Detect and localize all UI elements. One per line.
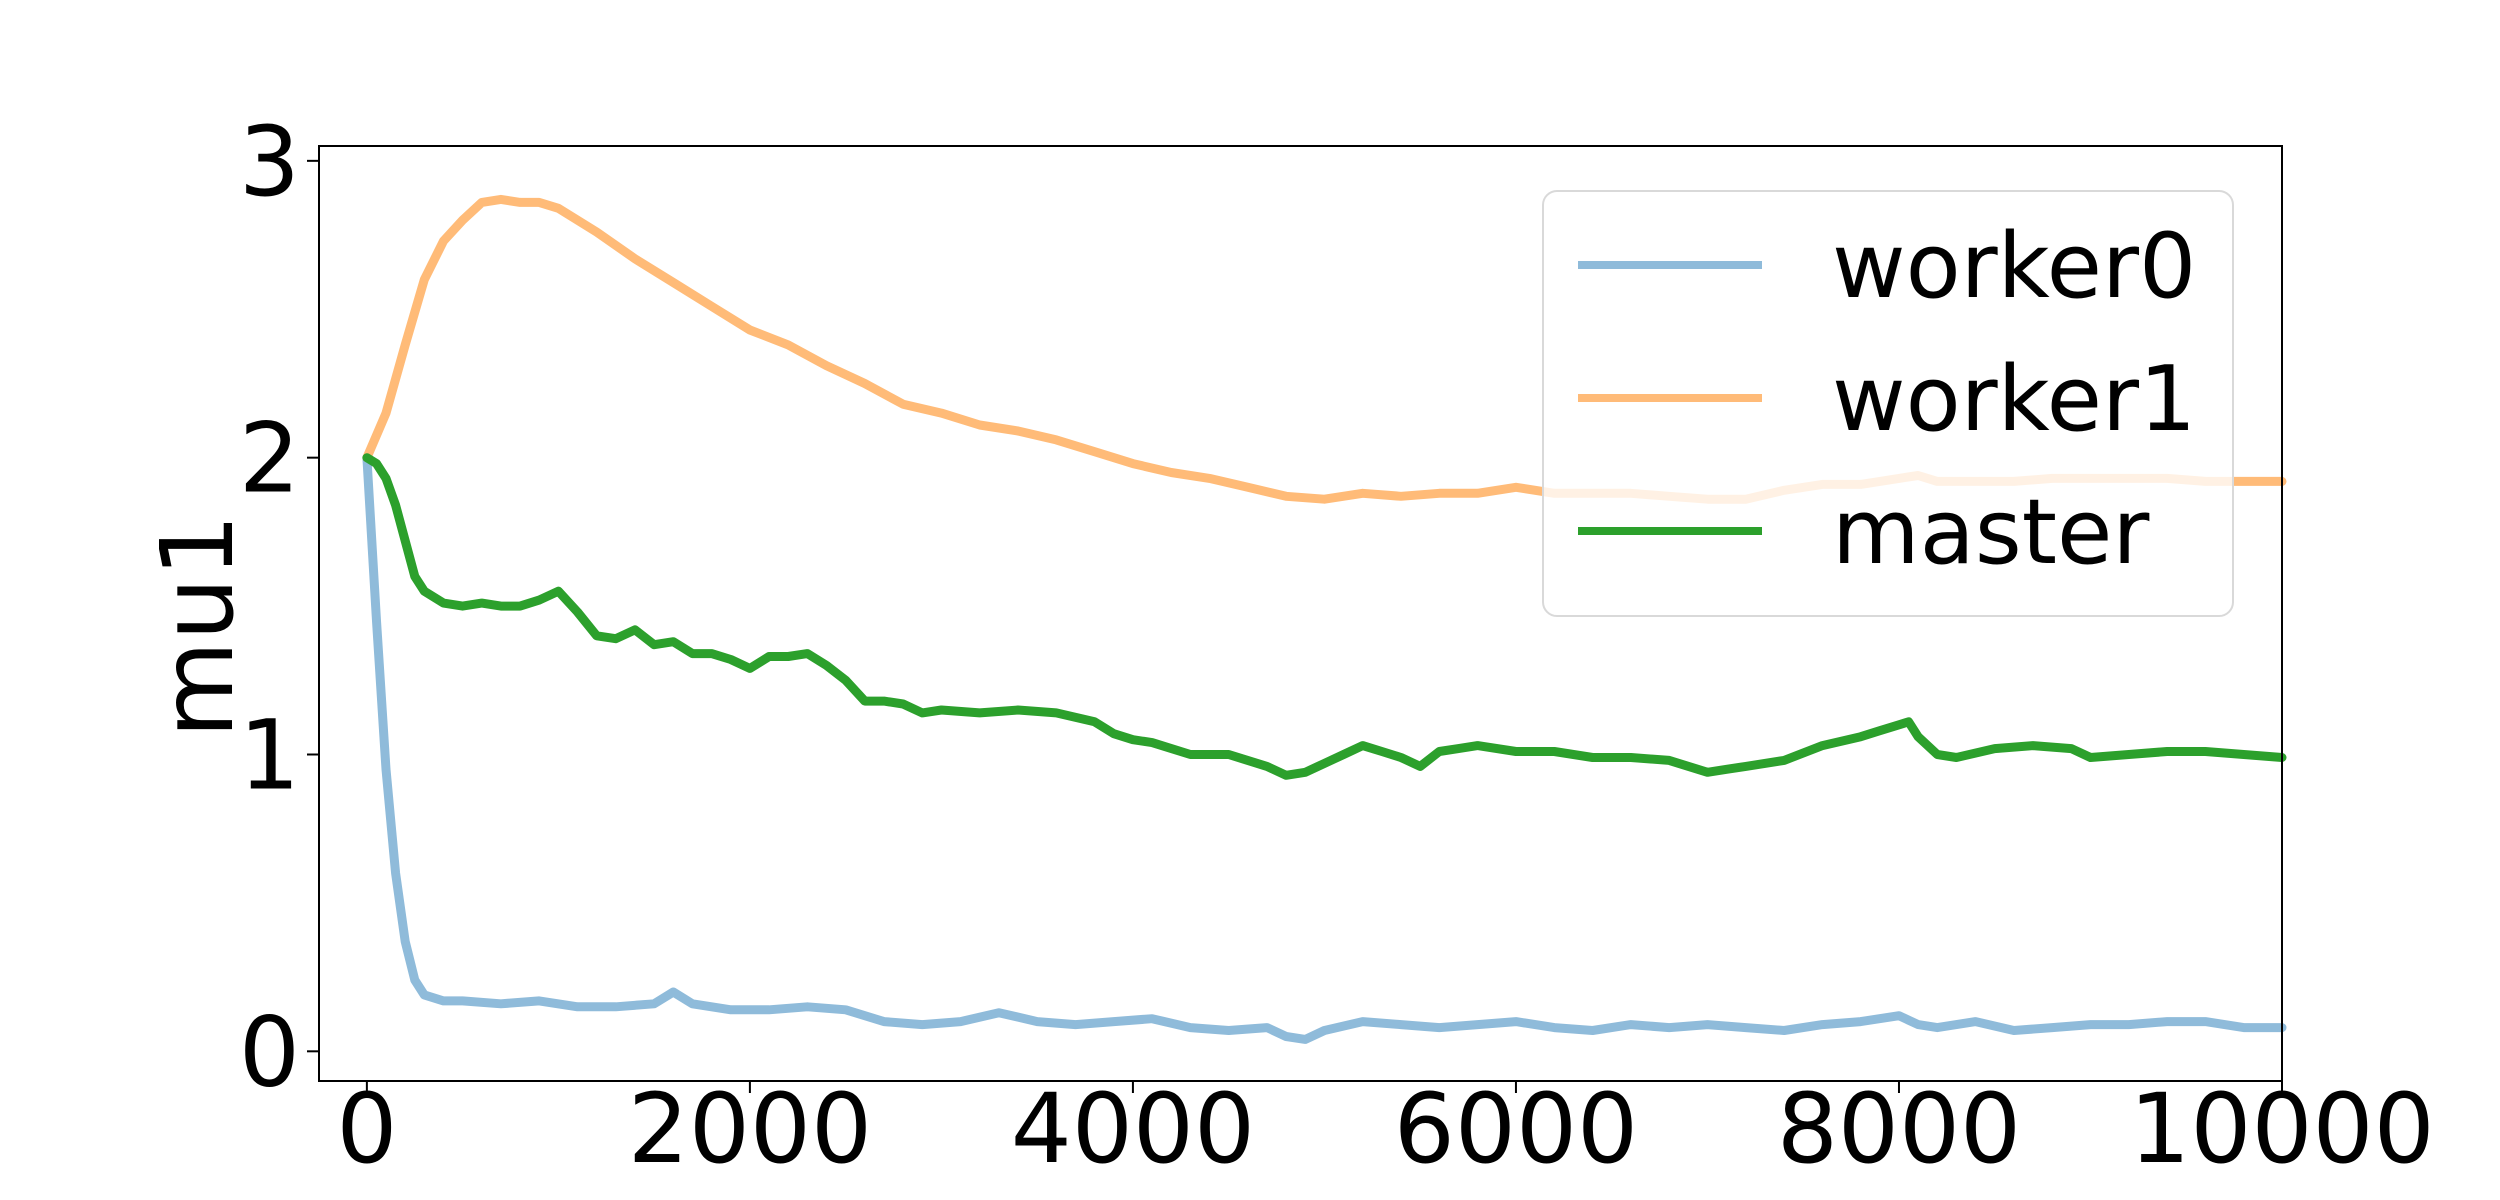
x-tick-label: 6000: [1394, 1073, 1638, 1185]
x-tick-label: 4000: [1011, 1073, 1255, 1185]
legend-label-worker0: worker0: [1832, 214, 2196, 319]
y-tick-label: 2: [239, 403, 300, 515]
legend-label-master: master: [1832, 480, 2149, 585]
x-tick-label: 2000: [628, 1073, 872, 1185]
series-line-worker0: [362, 453, 2287, 1044]
y-axis-label: mu1: [139, 514, 256, 738]
legend-box: [1542, 190, 2234, 617]
y-tick-label: 3: [239, 106, 300, 218]
x-tick-label: 10000: [2129, 1073, 2434, 1185]
x-axis: 0 2000 4000 6000 8000 10000: [336, 1073, 2434, 1185]
plot-frame: [318, 145, 2283, 1082]
y-axis: 0 1 2 3: [239, 106, 319, 1108]
series-line-master: [362, 453, 2287, 780]
legend-label-worker1: worker1: [1832, 347, 2196, 452]
y-tick-label: 1: [239, 699, 300, 811]
y-tick-label: 0: [239, 996, 300, 1108]
legend: worker0 worker1 master: [1542, 190, 2234, 617]
x-tick-label: 0: [336, 1073, 397, 1185]
x-tick-label: 8000: [1777, 1073, 2021, 1185]
